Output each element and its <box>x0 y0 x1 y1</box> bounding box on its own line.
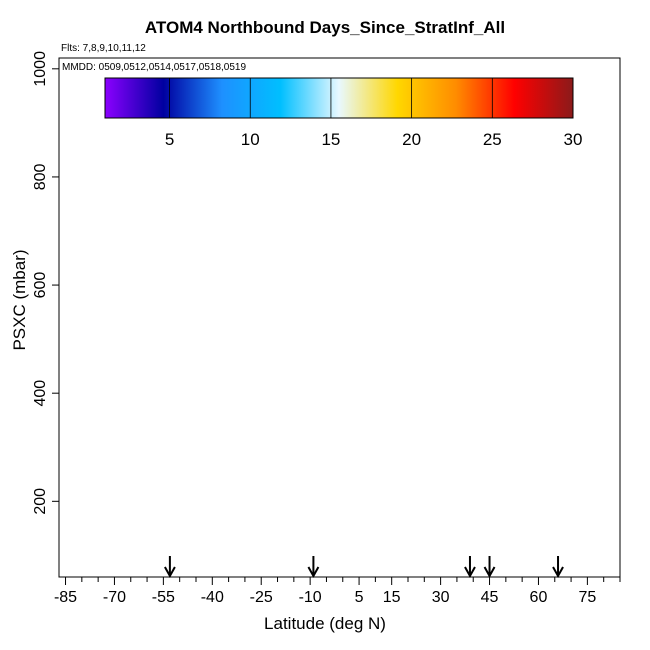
chart-title: ATOM4 Northbound Days_Since_StratInf_All <box>144 18 506 37</box>
flights-label: Flts: 7,8,9,10,11,12 <box>61 43 146 54</box>
mmdd-label: MMDD: 0509,0512,0514,0517,0518,0519 <box>62 62 247 73</box>
